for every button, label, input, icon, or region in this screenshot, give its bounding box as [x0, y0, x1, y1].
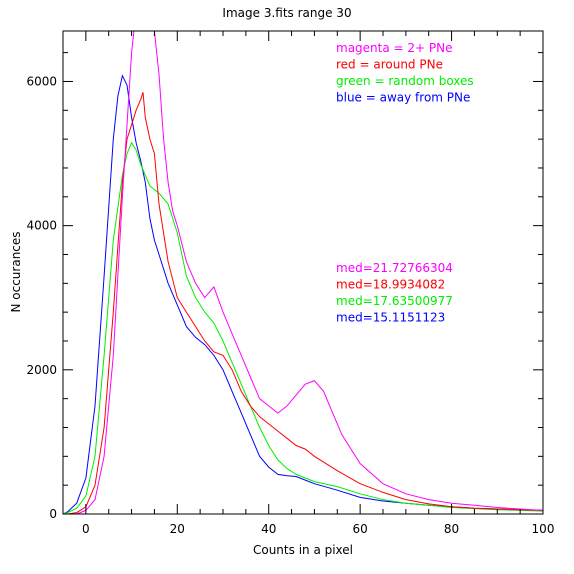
series-line-1 [63, 74, 543, 514]
median-stat: med=18.9934082 [336, 278, 445, 292]
x-axis-label: Counts in a pixel [253, 543, 353, 557]
y-tick-label: 4000 [26, 219, 57, 233]
x-tick-label: 20 [170, 522, 185, 536]
legend-entry: green = random boxes [336, 74, 474, 88]
y-tick-label: 6000 [26, 74, 57, 88]
median-stats: med=21.72766304 med=18.9934082 med=17.6350… [336, 261, 453, 325]
x-tick-label: 40 [261, 522, 276, 536]
series-line-3 [63, 92, 543, 514]
median-stat: med=21.72766304 [336, 261, 453, 275]
x-tick-label: 60 [353, 522, 368, 536]
legend-entry: red = around PNe [336, 58, 443, 72]
legend-entry: blue = away from PNe [336, 91, 470, 105]
y-tick-label: 0 [49, 507, 57, 521]
x-tick-label: 80 [444, 522, 459, 536]
median-stat: med=17.63500977 [336, 294, 453, 308]
plot-frame [62, 30, 544, 515]
x-tick-label: 0 [82, 522, 90, 536]
x-tick-label: 100 [532, 522, 555, 536]
ticks-layer: 0 20 40 60 80 100 0 2000 4000 6000 [26, 31, 554, 536]
series-line-4 [63, 31, 543, 514]
y-tick-label: 2000 [26, 363, 57, 377]
legend-entry: magenta = 2+ PNe [336, 41, 453, 55]
y-axis-label: N occurances [9, 231, 23, 312]
chart-title: Image 3.fits range 30 [222, 6, 351, 20]
series-line-2 [63, 141, 543, 514]
series-layer [63, 31, 543, 514]
legend: magenta = 2+ PNe red = around PNe green = … [336, 41, 474, 105]
median-stat: med=15.1151123 [336, 311, 445, 325]
